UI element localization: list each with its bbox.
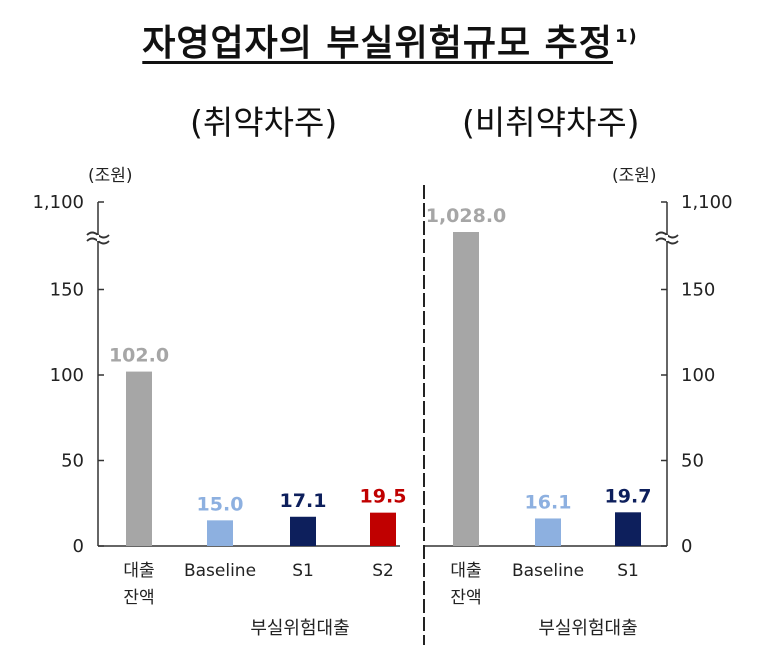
- bar-value-label: 16.1: [525, 491, 572, 513]
- chart-title-text: 자영업자의 부실위험규모 추정: [142, 23, 613, 64]
- y-tick-label: 50: [681, 451, 704, 472]
- y-tick-label: 1,100: [681, 192, 733, 213]
- y-tick-label: 1,100: [32, 192, 84, 213]
- bar: [126, 371, 152, 546]
- group-label: 부실위험대출: [538, 618, 637, 639]
- bar-value-label: 17.1: [280, 490, 327, 512]
- y-tick-label: 0: [73, 536, 84, 557]
- x-category-label: S2: [372, 561, 394, 581]
- axis-break-gap: [666, 235, 668, 241]
- bar: [453, 232, 479, 546]
- y-tick-label: 100: [50, 365, 84, 386]
- bar: [370, 512, 396, 546]
- x-category-label: Baseline: [184, 561, 256, 581]
- bar-value-label: 1,028.0: [426, 205, 507, 227]
- y-tick-label: 0: [681, 536, 692, 557]
- y-tick-label: 100: [681, 365, 715, 386]
- bar-value-label: 102.0: [109, 345, 169, 367]
- bar-value-label: 15.0: [197, 493, 244, 515]
- unit-label: (조원): [88, 166, 133, 186]
- bar-value-label: 19.7: [605, 485, 652, 507]
- x-category-label: S1: [292, 561, 314, 581]
- group-label: 부실위험대출: [250, 618, 349, 639]
- panel-title-nonvulnerable: (비취약차주): [462, 103, 640, 142]
- x-category-label: 잔액: [450, 588, 481, 608]
- y-tick-label: 150: [50, 280, 84, 301]
- bar-value-label: 19.5: [360, 486, 407, 508]
- bar: [290, 516, 316, 546]
- x-category-label: 잔액: [123, 588, 154, 608]
- x-category-label: 대출: [123, 561, 154, 581]
- x-category-label: S1: [617, 561, 639, 581]
- unit-label: (조원): [612, 166, 657, 186]
- x-category-label: 대출: [450, 561, 481, 581]
- axis-break-gap: [97, 235, 99, 241]
- bar: [615, 512, 641, 546]
- panel-title-vulnerable: (취약차주): [190, 103, 338, 142]
- bar: [535, 518, 561, 546]
- y-tick-label: 150: [681, 280, 715, 301]
- y-tick-label: 50: [61, 451, 84, 472]
- chart-title: 자영업자의 부실위험규모 추정 1): [0, 14, 780, 66]
- x-category-label: Baseline: [512, 561, 584, 581]
- title-footnote-mark: 1): [614, 26, 638, 47]
- bar: [207, 520, 233, 546]
